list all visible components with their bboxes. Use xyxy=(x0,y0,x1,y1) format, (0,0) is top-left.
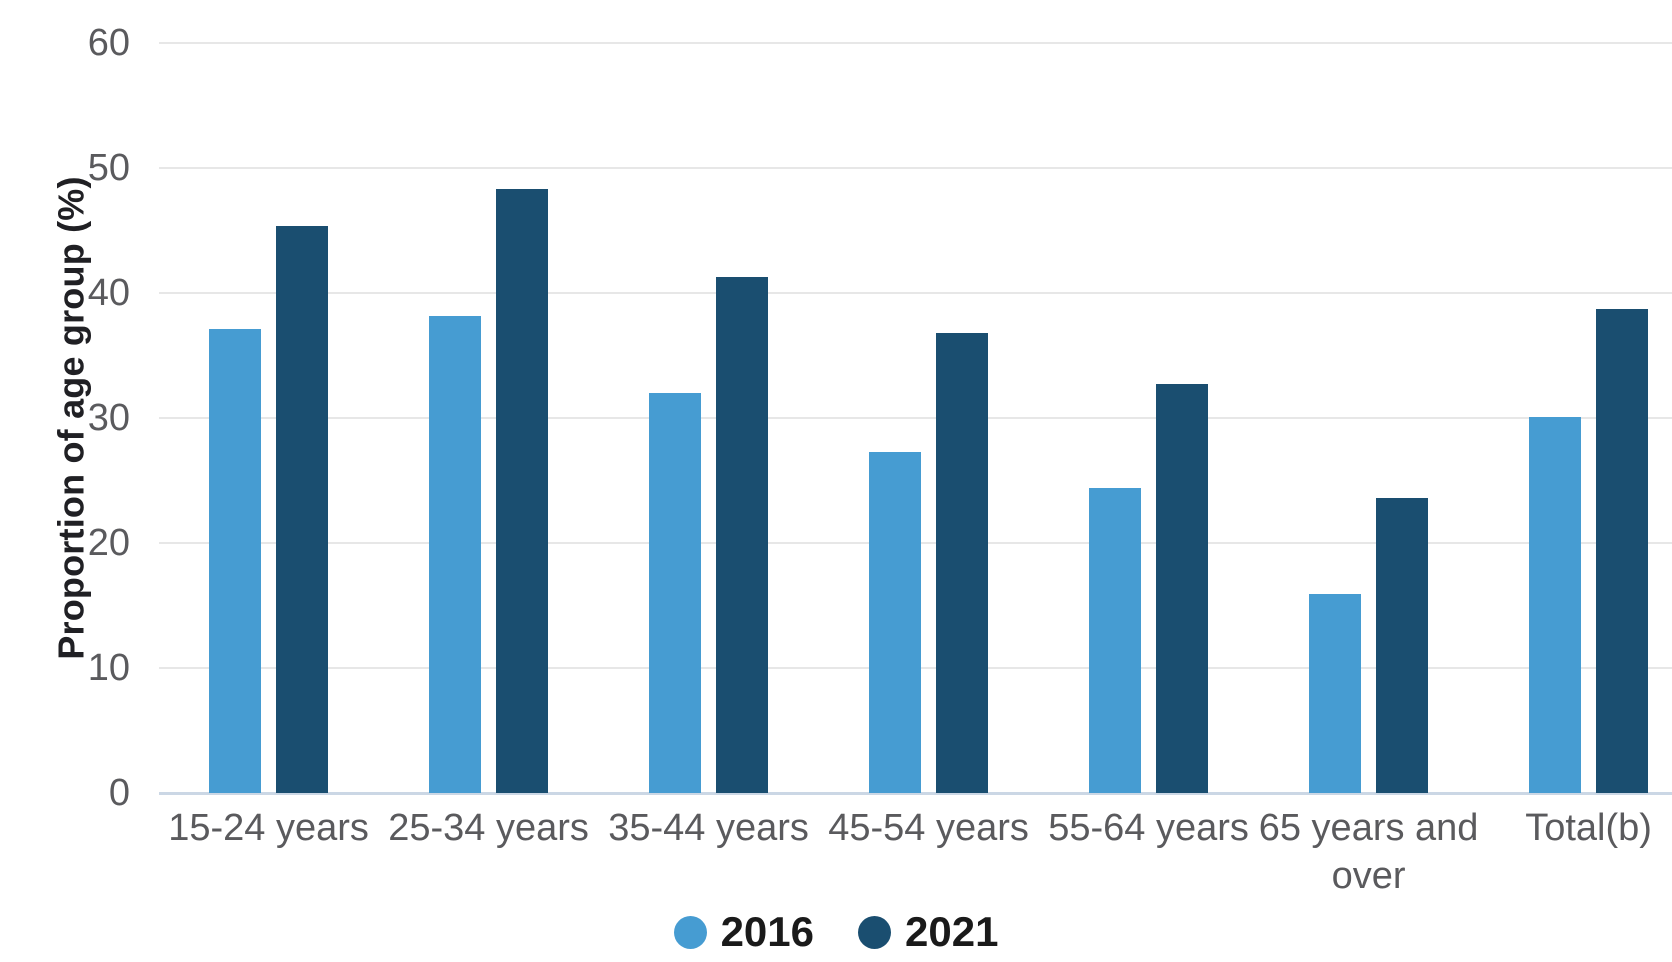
x-axis-label-65-years-and-over: 65 years and over xyxy=(1258,807,1479,897)
y-tick-label-0: 0 xyxy=(108,772,130,814)
x-axis-label-25-34-years: 25-34 years xyxy=(388,807,589,849)
y-tick-label-50: 50 xyxy=(87,147,130,189)
y-tick-label-40: 40 xyxy=(87,272,130,314)
legend-swatch-2021 xyxy=(858,915,891,949)
bar-2016-45-54-years[interactable] xyxy=(869,451,922,793)
bar-2021-65-years-and-over[interactable] xyxy=(1376,498,1429,793)
gridline-30 xyxy=(159,417,1672,419)
x-axis-label-35-44-years: 35-44 years xyxy=(608,807,809,849)
bar-2016-35-44-years[interactable] xyxy=(649,393,702,793)
legend-label-2016: 2016 xyxy=(720,908,814,955)
legend: 2016 2021 xyxy=(0,908,1672,956)
legend-label-2021: 2021 xyxy=(905,908,999,955)
bar-2016-25-34-years[interactable] xyxy=(429,315,482,793)
x-axis-label-45-54-years: 45-54 years xyxy=(828,807,1029,849)
legend-item-2021[interactable]: 2021 xyxy=(858,908,998,956)
y-tick-label-60: 60 xyxy=(87,22,130,64)
bar-2021-45-54-years[interactable] xyxy=(936,333,989,793)
y-tick-label-20: 20 xyxy=(87,522,130,564)
bar-2021-35-44-years[interactable] xyxy=(716,276,769,793)
gridline-60 xyxy=(159,42,1672,44)
plot-area xyxy=(159,42,1672,795)
x-axis-label-total-b: Total(b) xyxy=(1525,807,1652,849)
gridline-50 xyxy=(159,167,1672,169)
x-axis-label-15-24-years: 15-24 years xyxy=(168,807,369,849)
y-tick-label-10: 10 xyxy=(87,647,130,689)
x-axis-baseline xyxy=(159,792,1672,795)
bar-2021-55-64-years[interactable] xyxy=(1156,384,1209,793)
legend-item-2016[interactable]: 2016 xyxy=(673,908,814,956)
bar-2016-55-64-years[interactable] xyxy=(1089,488,1142,793)
bar-2016-15-24-years[interactable] xyxy=(209,329,262,793)
bar-2016-65-years-and-over[interactable] xyxy=(1309,594,1362,793)
bar-2021-25-34-years[interactable] xyxy=(496,189,549,793)
x-axis-label-55-64-years: 55-64 years xyxy=(1048,807,1249,849)
bar-2016-total-b[interactable] xyxy=(1529,416,1582,793)
y-tick-label-30: 30 xyxy=(87,397,130,439)
legend-swatch-2016 xyxy=(673,915,707,949)
bar-2021-15-24-years[interactable] xyxy=(276,225,329,793)
gridline-40 xyxy=(159,292,1672,294)
bar-2021-total-b[interactable] xyxy=(1596,309,1649,793)
